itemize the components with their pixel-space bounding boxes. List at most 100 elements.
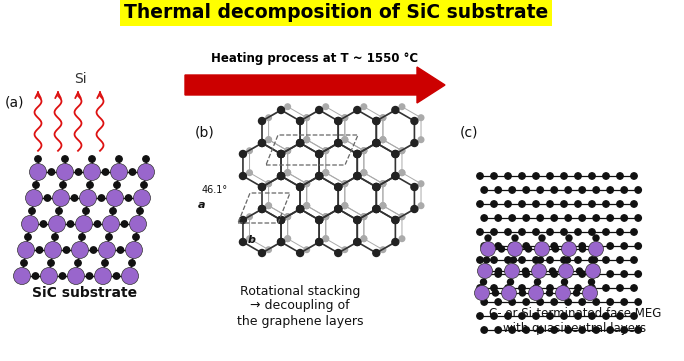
Circle shape <box>533 201 539 207</box>
Circle shape <box>354 217 360 223</box>
Circle shape <box>285 170 291 175</box>
Circle shape <box>537 243 543 249</box>
Circle shape <box>266 137 272 143</box>
Circle shape <box>537 299 543 305</box>
Circle shape <box>392 173 399 179</box>
Circle shape <box>551 299 557 305</box>
Circle shape <box>617 173 623 179</box>
Circle shape <box>323 104 328 109</box>
Circle shape <box>495 268 501 274</box>
Circle shape <box>495 299 501 305</box>
Circle shape <box>334 139 342 147</box>
Circle shape <box>380 203 386 209</box>
Circle shape <box>579 246 586 252</box>
Circle shape <box>285 170 291 175</box>
Circle shape <box>297 205 304 213</box>
Circle shape <box>75 216 92 232</box>
Circle shape <box>72 242 88 258</box>
Circle shape <box>304 115 309 121</box>
Circle shape <box>60 182 66 188</box>
Circle shape <box>551 187 557 193</box>
Circle shape <box>334 117 342 125</box>
Circle shape <box>278 151 285 157</box>
Circle shape <box>259 117 265 125</box>
Circle shape <box>399 148 405 153</box>
Circle shape <box>354 239 360 245</box>
Circle shape <box>505 173 511 179</box>
Circle shape <box>512 235 518 241</box>
Circle shape <box>304 181 309 187</box>
Circle shape <box>575 173 581 179</box>
Circle shape <box>575 201 581 207</box>
Circle shape <box>539 235 545 241</box>
Circle shape <box>593 243 599 249</box>
Circle shape <box>631 229 637 235</box>
Circle shape <box>575 313 581 319</box>
Circle shape <box>297 139 304 147</box>
Circle shape <box>477 285 483 291</box>
Circle shape <box>49 169 55 175</box>
Circle shape <box>607 243 614 249</box>
Circle shape <box>588 279 594 285</box>
Circle shape <box>505 264 520 278</box>
Circle shape <box>285 214 291 219</box>
Circle shape <box>562 242 577 257</box>
Circle shape <box>334 183 342 191</box>
Circle shape <box>21 260 27 266</box>
Circle shape <box>247 214 252 219</box>
Circle shape <box>304 247 309 252</box>
Circle shape <box>49 216 66 232</box>
Circle shape <box>334 183 342 191</box>
Circle shape <box>373 183 380 191</box>
Circle shape <box>354 217 360 223</box>
Circle shape <box>315 239 323 245</box>
Circle shape <box>593 299 599 305</box>
Circle shape <box>103 216 120 232</box>
Circle shape <box>562 279 568 285</box>
Circle shape <box>125 195 132 201</box>
Circle shape <box>392 151 399 157</box>
Circle shape <box>278 106 285 113</box>
Circle shape <box>505 285 511 291</box>
Circle shape <box>418 137 424 143</box>
Circle shape <box>354 239 360 245</box>
Circle shape <box>373 139 380 147</box>
Circle shape <box>79 234 86 240</box>
Circle shape <box>510 257 516 263</box>
Circle shape <box>304 137 309 143</box>
Circle shape <box>239 239 246 245</box>
Circle shape <box>266 203 272 209</box>
Circle shape <box>621 271 627 277</box>
Circle shape <box>631 257 637 263</box>
Circle shape <box>592 257 598 263</box>
Circle shape <box>635 215 642 221</box>
Text: a: a <box>198 200 205 210</box>
Circle shape <box>285 236 291 242</box>
Circle shape <box>589 257 595 263</box>
Circle shape <box>117 247 124 253</box>
Circle shape <box>143 156 149 162</box>
Circle shape <box>547 313 553 319</box>
Circle shape <box>342 115 347 121</box>
Circle shape <box>491 285 497 291</box>
Circle shape <box>278 151 285 157</box>
Circle shape <box>304 203 309 209</box>
Circle shape <box>392 217 399 223</box>
Circle shape <box>579 327 586 333</box>
Circle shape <box>561 257 567 263</box>
Circle shape <box>380 137 386 143</box>
Circle shape <box>481 271 488 277</box>
Circle shape <box>579 271 586 277</box>
Circle shape <box>547 201 553 207</box>
Circle shape <box>477 313 483 319</box>
Circle shape <box>278 173 285 179</box>
Circle shape <box>44 242 62 258</box>
Circle shape <box>114 273 120 279</box>
Circle shape <box>617 257 623 263</box>
Circle shape <box>607 327 614 333</box>
Circle shape <box>588 242 603 257</box>
Circle shape <box>60 273 66 279</box>
Circle shape <box>481 327 488 333</box>
Circle shape <box>98 242 116 258</box>
Circle shape <box>495 215 501 221</box>
